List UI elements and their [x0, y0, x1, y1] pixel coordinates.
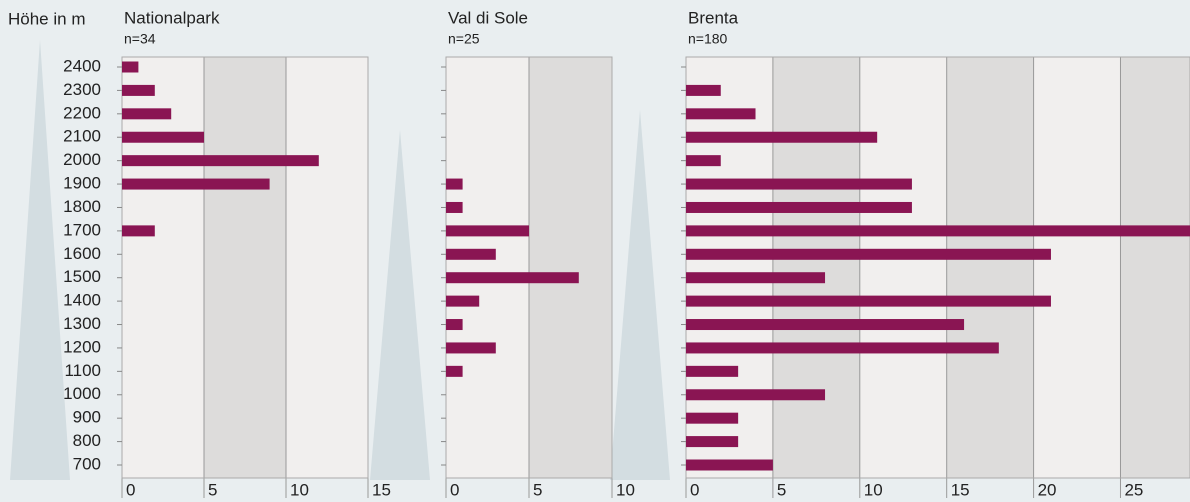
- y-axis-title: Höhe in m: [8, 9, 85, 28]
- y-tick-label: 1600: [63, 244, 101, 263]
- panel-title: Val di Sole: [448, 8, 528, 27]
- y-tick-label: 800: [73, 431, 101, 450]
- bar: [686, 413, 738, 424]
- x-tick-label: 20: [1038, 480, 1057, 499]
- panel-title: Brenta: [688, 8, 739, 27]
- x-tick-label: 0: [690, 480, 699, 499]
- bar: [446, 319, 463, 330]
- bar: [686, 436, 738, 447]
- bar: [686, 108, 756, 119]
- bar: [686, 342, 999, 353]
- panel-subtitle: n=25: [448, 31, 480, 47]
- bar: [686, 202, 912, 213]
- bar: [686, 85, 721, 96]
- bar: [446, 225, 529, 236]
- bar: [122, 62, 138, 73]
- panel-subtitle: n=34: [124, 31, 156, 47]
- bar: [686, 179, 912, 190]
- x-tick-label: 0: [450, 480, 459, 499]
- band: [529, 57, 612, 478]
- bar: [446, 272, 579, 283]
- bar: [686, 296, 1051, 307]
- bar: [686, 272, 825, 283]
- panel-subtitle: n=180: [688, 31, 728, 47]
- y-tick-label: 1700: [63, 220, 101, 239]
- band: [446, 57, 529, 478]
- x-tick-label: 5: [533, 480, 542, 499]
- y-tick-label: 1800: [63, 197, 101, 216]
- bar: [686, 249, 1051, 260]
- y-tick-label: 2000: [63, 150, 101, 169]
- band: [860, 57, 947, 478]
- y-tick-label: 1900: [63, 174, 101, 193]
- y-tick-label: 900: [73, 408, 101, 427]
- bar: [122, 85, 155, 96]
- band: [286, 57, 368, 478]
- y-tick-label: 1100: [64, 361, 101, 380]
- x-tick-label: 10: [864, 480, 883, 499]
- chart: Höhe in m 240023002200210020001900180017…: [0, 0, 1190, 502]
- bar: [122, 132, 204, 143]
- x-tick-label: 5: [208, 480, 217, 499]
- band: [1034, 57, 1121, 478]
- y-tick-label: 1400: [63, 291, 101, 310]
- band: [947, 57, 1034, 478]
- bar: [686, 389, 825, 400]
- bar: [446, 342, 496, 353]
- y-tick-label: 2200: [63, 103, 101, 122]
- bar: [446, 249, 496, 260]
- bar: [122, 155, 319, 166]
- band: [1120, 57, 1190, 478]
- panel-title: Nationalpark: [124, 8, 220, 27]
- x-tick-label: 5: [777, 480, 786, 499]
- bar: [686, 319, 964, 330]
- bar: [686, 132, 877, 143]
- bar: [686, 155, 721, 166]
- bar: [122, 225, 155, 236]
- y-tick-label: 1500: [63, 267, 101, 286]
- bar: [122, 179, 270, 190]
- bar: [122, 108, 171, 119]
- x-tick-label: 25: [1124, 480, 1143, 499]
- x-tick-label: 15: [951, 480, 970, 499]
- x-tick-label: 10: [616, 480, 635, 499]
- band: [122, 57, 204, 478]
- band: [773, 57, 860, 478]
- x-tick-label: 10: [290, 480, 309, 499]
- y-tick-label: 2100: [63, 127, 101, 146]
- y-tick-label: 1200: [63, 337, 101, 356]
- y-tick-label: 700: [73, 454, 101, 473]
- bar: [686, 366, 738, 377]
- bar: [446, 202, 463, 213]
- x-tick-label: 0: [126, 480, 135, 499]
- bar: [446, 296, 479, 307]
- bar: [446, 179, 463, 190]
- y-tick-label: 1300: [63, 314, 101, 333]
- y-tick-label: 1000: [63, 384, 101, 403]
- bar: [446, 366, 463, 377]
- y-tick-label: 2300: [63, 80, 101, 99]
- y-tick-label: 2400: [63, 56, 101, 75]
- bar: [686, 460, 773, 471]
- band: [204, 57, 286, 478]
- x-tick-label: 15: [372, 480, 391, 499]
- bar: [686, 225, 1190, 236]
